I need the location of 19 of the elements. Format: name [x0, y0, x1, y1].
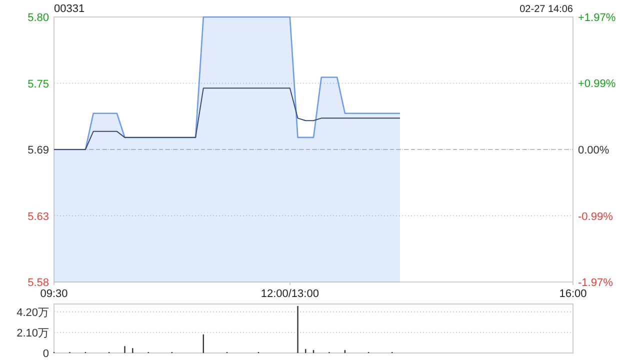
- y-tick-label: 0: [42, 348, 49, 360]
- y2-tick-label: 0.00%: [578, 144, 610, 156]
- y-tick-label: 5.75: [28, 78, 49, 90]
- chart-title: 00331: [54, 3, 85, 15]
- y2-tick-label: -1.97%: [578, 277, 614, 289]
- y-tick-label: 5.58: [28, 277, 49, 289]
- y2-tick-label: +1.97%: [578, 12, 616, 24]
- y-tick-label: 2.10万: [16, 327, 49, 340]
- y-tick-label: 5.63: [28, 210, 49, 223]
- y-tick-label: 4.20万: [16, 306, 49, 319]
- x-tick-label: 16:00: [559, 288, 587, 300]
- y2-tick-label: -0.99%: [578, 211, 614, 224]
- x-tick-label: 12:00/13:00: [260, 288, 319, 300]
- y2-tick-label: +0.99%: [578, 78, 616, 90]
- line-series: [54, 88, 400, 150]
- y-tick-label: 5.69: [28, 144, 49, 156]
- text: 02-27 14:06: [520, 4, 574, 15]
- y-tick-label: 5.80: [28, 12, 49, 24]
- x-tick-label: 09:30: [40, 288, 68, 300]
